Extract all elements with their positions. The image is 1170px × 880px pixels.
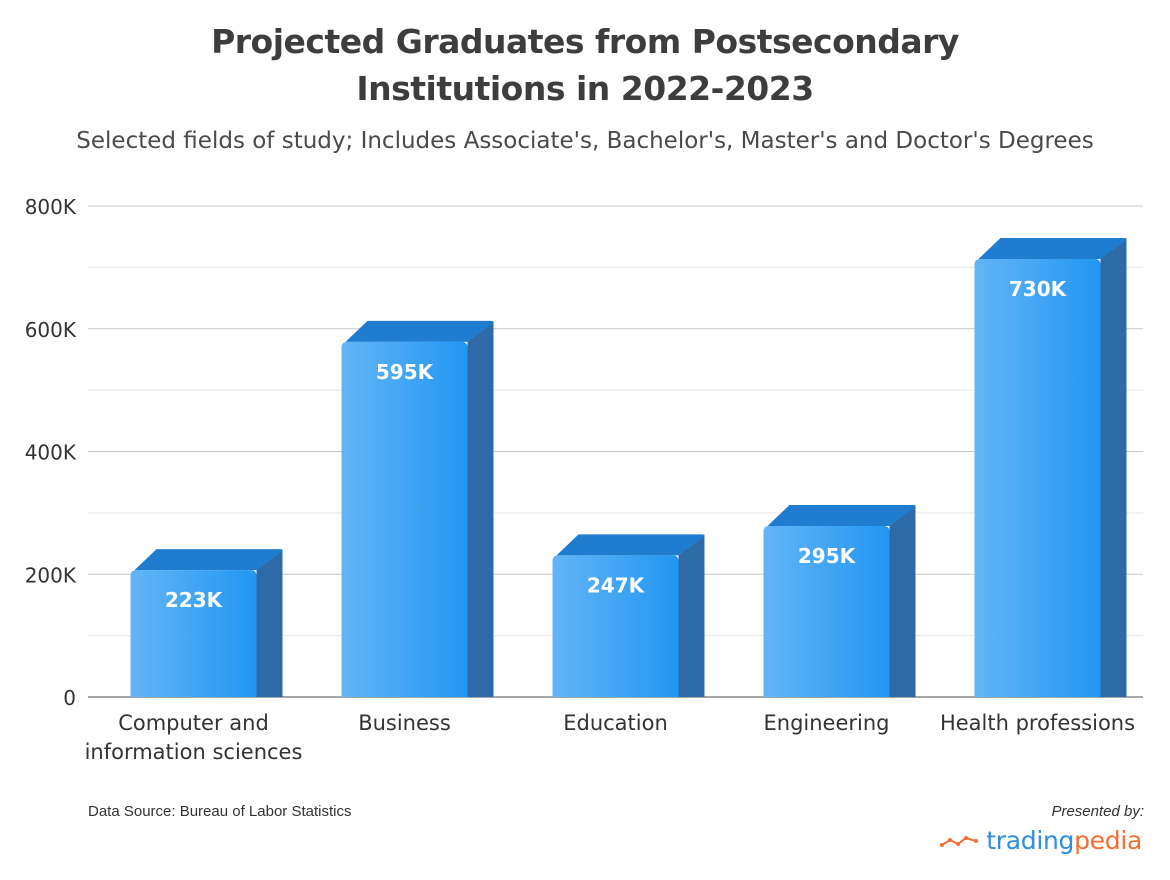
bar-top-face — [134, 549, 283, 571]
bar-value-label: 223K — [165, 588, 224, 612]
x-tick-label: information sciences — [85, 740, 303, 764]
bar-front-base — [130, 689, 257, 697]
y-tick-label: 400K — [25, 441, 77, 465]
x-tick-label: Health professions — [940, 711, 1135, 735]
bar-front-base — [763, 689, 890, 697]
presented-by: Presented by: — [1051, 803, 1144, 820]
bar-front-base — [974, 689, 1101, 697]
bar-top-face — [978, 237, 1127, 259]
bars — [130, 237, 1127, 697]
bar-side-face — [889, 504, 916, 697]
bar-front-face — [341, 341, 468, 697]
bar-top-face — [767, 504, 916, 526]
bar-front-face — [130, 570, 257, 697]
x-tick-label: Computer and — [118, 711, 269, 735]
bar-top-face — [345, 320, 494, 342]
bar-value-label: 247K — [587, 573, 646, 597]
bar — [974, 237, 1127, 697]
bar-top-face — [556, 534, 705, 556]
y-tick-label: 600K — [25, 318, 77, 342]
bar — [763, 504, 916, 697]
chart-title: Projected Graduates from Postsecondary I… — [0, 18, 1170, 112]
bar — [130, 549, 283, 697]
bar-front-face — [763, 525, 890, 697]
bar — [552, 534, 705, 697]
labels: 0 200K 400K 600K 800K 223K Computer and informa… — [25, 195, 1135, 764]
bar-side-face — [1100, 237, 1127, 697]
y-tick-label: 800K — [25, 195, 77, 219]
bar-side-face — [256, 549, 283, 697]
x-tick-label: Education — [563, 711, 668, 735]
y-tick-label: 0 — [63, 686, 76, 710]
bar-front-base — [552, 689, 679, 697]
bar-value-label: 730K — [1009, 277, 1068, 301]
bar-front-face — [552, 555, 679, 697]
brand-name-part-2: pedia — [1074, 826, 1142, 855]
x-tick-label: Engineering — [764, 711, 890, 735]
bar-side-face — [467, 320, 494, 697]
chart-title-line-2: Institutions in 2022-2023 — [356, 69, 814, 108]
data-source: Data Source: Bureau of Labor Statistics — [88, 803, 352, 820]
chart-title-line-1: Projected Graduates from Postsecondary — [211, 22, 959, 61]
bar-side-face — [678, 534, 705, 697]
trend-line-icon — [940, 835, 979, 847]
x-tick-label: Business — [358, 711, 451, 735]
bar-front-face — [974, 258, 1101, 697]
chart-subtitle: Selected fields of study; Includes Assoc… — [76, 128, 1094, 154]
bar-value-label: 595K — [376, 360, 435, 384]
y-tick-label: 200K — [25, 563, 77, 587]
brand-logo: tradingpedia — [940, 826, 1142, 855]
bar-front-base — [341, 689, 468, 697]
bar — [341, 320, 494, 697]
brand-name-part-1: trading — [986, 826, 1075, 855]
bar-value-label: 295K — [798, 544, 857, 568]
